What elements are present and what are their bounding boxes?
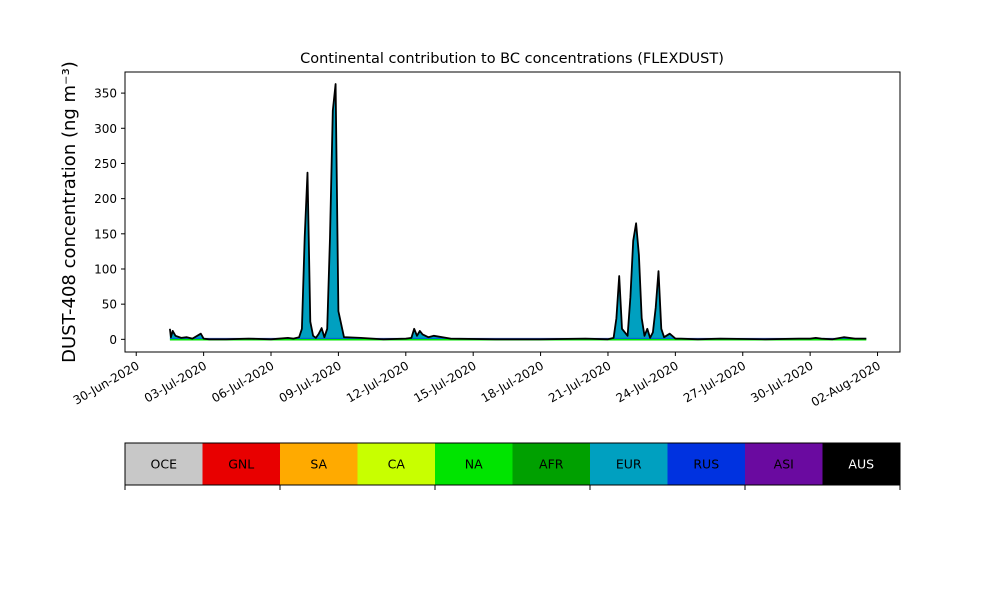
y-tick-label: 150: [94, 227, 117, 241]
x-tick-label: 27-Jul-2020: [681, 358, 748, 405]
legend-swatch-oce: [125, 443, 203, 485]
x-tick-label: 21-Jul-2020: [546, 358, 613, 405]
x-tick-label: 12-Jul-2020: [344, 358, 411, 405]
legend-label-rus: RUS: [693, 457, 719, 472]
legend-swatch-sa: [280, 443, 358, 485]
area-eur: [169, 84, 867, 340]
x-tick-label: 03-Jul-2020: [142, 358, 209, 405]
legend-label-ca: CA: [388, 457, 406, 472]
y-tick-label: 200: [94, 192, 117, 206]
legend-swatch-eur: [590, 443, 668, 485]
colorbar-frame: [124, 442, 901, 486]
x-tick-label: 24-Jul-2020: [614, 358, 681, 405]
chart-title: Continental contribution to BC concentra…: [300, 51, 724, 67]
y-tick-label: 300: [94, 122, 117, 136]
legend-label-aus: AUS: [848, 457, 874, 472]
x-tick-label: 06-Jul-2020: [209, 358, 276, 405]
y-axis-label: DUST-408 concentration (ng m⁻³): [59, 61, 80, 363]
legend-label-oce: OCE: [151, 457, 178, 472]
legend-label-eur: EUR: [616, 457, 642, 472]
x-tick-label: 30-Jun-2020: [71, 358, 142, 407]
legend-label-na: NA: [465, 457, 483, 472]
legend-label-gnl: GNL: [228, 457, 254, 472]
x-tick-label: 02-Aug-2020: [809, 358, 883, 409]
plot-frame: [124, 71, 901, 353]
y-tick-label: 350: [94, 87, 117, 101]
y-tick-label: 100: [94, 262, 117, 276]
legend-label-sa: SA: [310, 457, 327, 472]
plot-area: 0 50 100 150 200 250 300 350 30-Jun-2020 03-Jul-2…: [71, 71, 901, 409]
legend-swatch-rus: [667, 443, 746, 485]
legend-label-asi: ASI: [774, 457, 794, 472]
y-tick-label: 50: [102, 298, 117, 312]
legend-swatch-afr: [512, 443, 591, 485]
y-tick-label: 0: [109, 333, 117, 347]
colorbar-legend: OCE GNL SA CA NA AFR EUR RUS ASI AUS: [124, 442, 901, 490]
legend-swatch-na: [435, 443, 513, 485]
legend-label-afr: AFR: [539, 457, 564, 472]
legend-swatch-aus: [822, 443, 901, 485]
y-tick-label: 250: [94, 157, 117, 171]
legend-swatch-ca: [357, 443, 436, 485]
x-tick-label: 18-Jul-2020: [479, 358, 546, 405]
legend-swatch-asi: [745, 443, 823, 485]
x-tick-label: 09-Jul-2020: [277, 358, 344, 405]
legend-swatch-gnl: [202, 443, 281, 485]
x-tick-label: 15-Jul-2020: [411, 358, 478, 405]
total-line: [169, 83, 867, 341]
x-tick-label: 30-Jul-2020: [748, 358, 815, 405]
